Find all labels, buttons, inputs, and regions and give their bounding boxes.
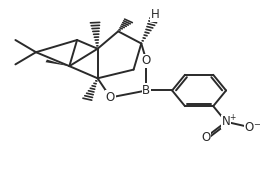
Text: O: O	[245, 121, 254, 133]
Text: H: H	[151, 8, 160, 21]
Text: O: O	[201, 131, 210, 144]
Text: −: −	[253, 120, 260, 129]
Text: O: O	[142, 54, 151, 67]
Text: N: N	[222, 115, 230, 128]
Polygon shape	[46, 60, 69, 66]
Text: B: B	[142, 84, 151, 97]
Text: +: +	[229, 113, 236, 122]
Text: O: O	[106, 91, 115, 104]
